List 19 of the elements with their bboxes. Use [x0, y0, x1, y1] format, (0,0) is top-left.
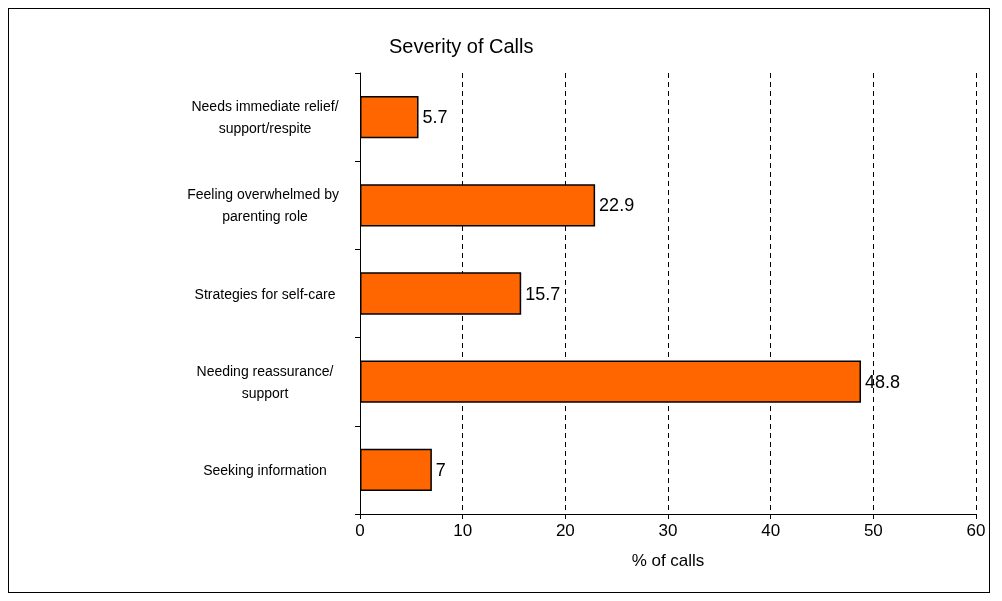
- y-tick-label: Strategies for self-care: [194, 285, 336, 302]
- x-tick-label: 0: [355, 521, 365, 540]
- data-label: 15.7: [525, 283, 561, 304]
- x-tick-label: 60: [966, 521, 986, 540]
- data-label: 5.7: [422, 107, 448, 128]
- x-tick-label: 40: [761, 521, 781, 540]
- data-label: 48.8: [865, 371, 901, 392]
- x-tick-label: 30: [658, 521, 678, 540]
- y-tick-label: Feeling overwhelmed by parenting role: [187, 186, 343, 225]
- x-axis-title: % of calls: [631, 551, 705, 570]
- data-label: 22.9: [599, 195, 635, 216]
- chart-title: Severity of Calls: [389, 35, 534, 57]
- y-tick-label: Needing reassurance/support: [196, 362, 334, 401]
- x-tick-label: 10: [453, 521, 473, 540]
- x-tick-label: 50: [863, 521, 883, 540]
- data-label: 7: [435, 459, 446, 480]
- x-tick-label: 20: [555, 521, 575, 540]
- y-tick-label: Seeking information: [203, 461, 327, 478]
- y-tick-label: Needs immediate relief/support/respite: [191, 98, 339, 137]
